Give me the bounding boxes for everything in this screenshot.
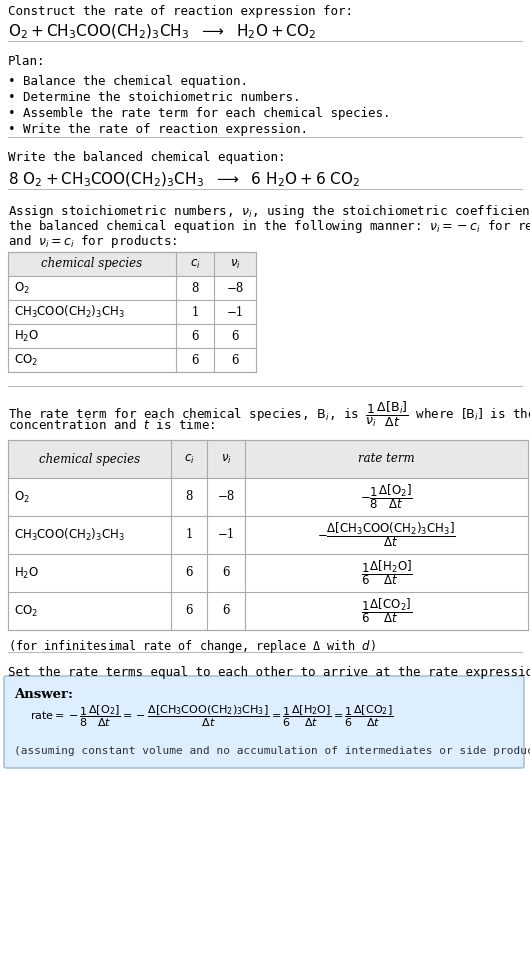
Text: $-\dfrac{\Delta[\mathrm{CH_3COO(CH_2)_3CH_3}]}{\Delta t}$: $-\dfrac{\Delta[\mathrm{CH_3COO(CH_2)_3C… <box>317 520 456 550</box>
Text: $\mathrm{CH_3COO(CH_2)_3CH_3}$: $\mathrm{CH_3COO(CH_2)_3CH_3}$ <box>14 304 125 320</box>
Text: chemical species: chemical species <box>39 453 140 466</box>
Text: (assuming constant volume and no accumulation of intermediates or side products): (assuming constant volume and no accumul… <box>14 746 530 756</box>
Text: −8: −8 <box>217 491 235 504</box>
Text: Assign stoichiometric numbers, $\nu_i$, using the stoichiometric coefficients, $: Assign stoichiometric numbers, $\nu_i$, … <box>8 203 530 220</box>
Text: rate term: rate term <box>358 453 415 466</box>
Text: 6: 6 <box>186 566 193 579</box>
Text: $\mathrm{O_2}$: $\mathrm{O_2}$ <box>14 280 30 296</box>
Text: Answer:: Answer: <box>14 688 73 701</box>
Text: (for infinitesimal rate of change, replace Δ with $d$): (for infinitesimal rate of change, repla… <box>8 638 376 655</box>
Text: Set the rate terms equal to each other to arrive at the rate expression:: Set the rate terms equal to each other t… <box>8 666 530 679</box>
Text: 6: 6 <box>231 354 239 367</box>
Text: −8: −8 <box>226 281 244 295</box>
Text: −1: −1 <box>217 528 235 542</box>
Text: The rate term for each chemical species, $\mathrm{B}_i$, is $\dfrac{1}{\nu_i}\df: The rate term for each chemical species,… <box>8 400 530 429</box>
Text: • Balance the chemical equation.: • Balance the chemical equation. <box>8 75 248 88</box>
Text: 6: 6 <box>191 329 199 342</box>
Text: $c_i$: $c_i$ <box>183 453 195 466</box>
Text: the balanced chemical equation in the following manner: $\nu_i = -c_i$ for react: the balanced chemical equation in the fo… <box>8 218 530 235</box>
Text: $\dfrac{1}{6}\dfrac{\Delta[\mathrm{H_2O}]}{\Delta t}$: $\dfrac{1}{6}\dfrac{\Delta[\mathrm{H_2O}… <box>360 559 412 587</box>
Text: 1: 1 <box>191 306 199 318</box>
Text: $\mathrm{CO_2}$: $\mathrm{CO_2}$ <box>14 353 38 368</box>
Text: $\mathrm{O_2 + CH_3COO(CH_2)_3CH_3 \ \ \longrightarrow \ \ H_2O + CO_2}$: $\mathrm{O_2 + CH_3COO(CH_2)_3CH_3 \ \ \… <box>8 23 316 41</box>
Text: −1: −1 <box>226 306 244 318</box>
Text: $\mathrm{CH_3COO(CH_2)_3CH_3}$: $\mathrm{CH_3COO(CH_2)_3CH_3}$ <box>14 527 125 543</box>
Text: • Determine the stoichiometric numbers.: • Determine the stoichiometric numbers. <box>8 91 301 104</box>
Text: 6: 6 <box>222 605 229 617</box>
Text: concentration and $t$ is time:: concentration and $t$ is time: <box>8 418 215 432</box>
Text: $\mathrm{rate} = -\dfrac{1}{8}\dfrac{\Delta[\mathrm{O_2}]}{\Delta t}= -\dfrac{\D: $\mathrm{rate} = -\dfrac{1}{8}\dfrac{\De… <box>30 704 394 729</box>
Text: $c_i$: $c_i$ <box>190 258 200 270</box>
Text: 6: 6 <box>186 605 193 617</box>
Text: Plan:: Plan: <box>8 55 46 68</box>
Text: • Write the rate of reaction expression.: • Write the rate of reaction expression. <box>8 123 308 136</box>
Text: $\mathrm{8\ O_2 + CH_3COO(CH_2)_3CH_3 \ \ \longrightarrow \ \ 6\ H_2O + 6\ CO_2}: $\mathrm{8\ O_2 + CH_3COO(CH_2)_3CH_3 \ … <box>8 171 360 189</box>
Text: 8: 8 <box>191 281 199 295</box>
Text: Construct the rate of reaction expression for:: Construct the rate of reaction expressio… <box>8 5 353 18</box>
Text: 6: 6 <box>222 566 229 579</box>
Text: 6: 6 <box>191 354 199 367</box>
Text: $\mathrm{H_2O}$: $\mathrm{H_2O}$ <box>14 565 39 580</box>
Text: $\mathrm{H_2O}$: $\mathrm{H_2O}$ <box>14 328 39 344</box>
Text: and $\nu_i = c_i$ for products:: and $\nu_i = c_i$ for products: <box>8 233 177 250</box>
Bar <box>8 252 256 372</box>
Text: 1: 1 <box>186 528 193 542</box>
FancyBboxPatch shape <box>4 676 524 768</box>
Text: $\nu_i$: $\nu_i$ <box>220 453 232 466</box>
Text: 8: 8 <box>186 491 193 504</box>
Text: $-\dfrac{1}{8}\dfrac{\Delta[\mathrm{O_2}]}{\Delta t}$: $-\dfrac{1}{8}\dfrac{\Delta[\mathrm{O_2}… <box>360 482 413 512</box>
Bar <box>8 440 528 630</box>
Bar <box>8 440 528 478</box>
Text: • Assemble the rate term for each chemical species.: • Assemble the rate term for each chemic… <box>8 107 391 120</box>
Text: $\nu_i$: $\nu_i$ <box>229 258 241 270</box>
Bar <box>8 252 256 276</box>
Text: $\mathrm{CO_2}$: $\mathrm{CO_2}$ <box>14 604 38 618</box>
Text: Write the balanced chemical equation:: Write the balanced chemical equation: <box>8 151 286 164</box>
Text: $\dfrac{1}{6}\dfrac{\Delta[\mathrm{CO_2}]}{\Delta t}$: $\dfrac{1}{6}\dfrac{\Delta[\mathrm{CO_2}… <box>361 597 412 625</box>
Text: $\mathrm{O_2}$: $\mathrm{O_2}$ <box>14 489 30 505</box>
Text: 6: 6 <box>231 329 239 342</box>
Text: chemical species: chemical species <box>41 258 143 270</box>
